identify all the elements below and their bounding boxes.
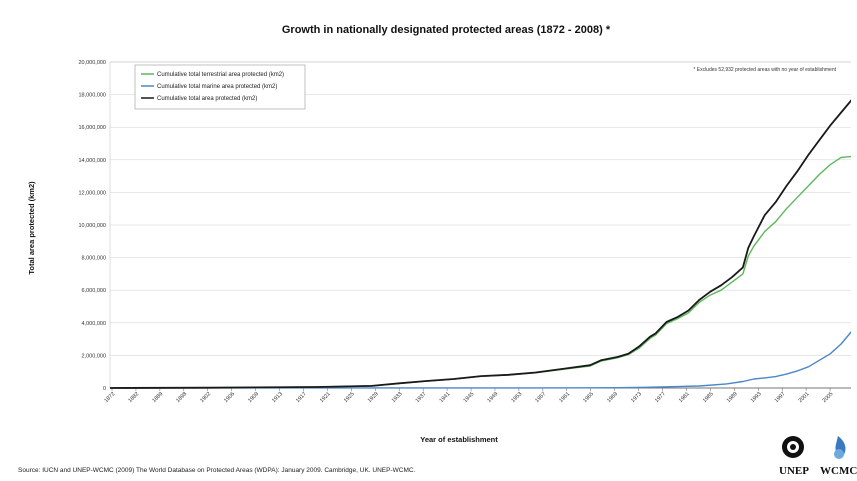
x-tick-label: 1929: [367, 391, 380, 404]
y-axis-title: Total area protected (km2): [27, 181, 36, 275]
chart-svg: Growth in nationally designated protecte…: [27, 24, 851, 444]
logos: UNEP WCMC: [779, 436, 857, 477]
wcmc-drop-icon: [834, 449, 844, 459]
series-line-marine: [109, 331, 851, 389]
x-tick-label: 1973: [630, 391, 643, 404]
x-tick-label: 1993: [750, 391, 763, 404]
chart-note: * Excludes 52,932 protected areas with n…: [693, 67, 836, 73]
x-tick-label: 1921: [319, 391, 332, 404]
x-ticks: 1872 1882 1889 1898 1902 1906 1909 1913 1917 1921…: [104, 387, 851, 404]
x-tick-label: 1981: [678, 391, 691, 404]
series-line-terrestrial: [109, 155, 851, 389]
y-tick-label: 6,000,000: [82, 288, 106, 294]
x-tick-label: 1882: [127, 391, 140, 404]
source-note: Source: IUCN and UNEP-WCMC (2009) The Wo…: [18, 467, 416, 474]
x-tick-label: 1957: [534, 391, 547, 404]
x-tick-label: 1949: [486, 391, 499, 404]
x-tick-label: 1977: [654, 391, 667, 404]
y-tick-label: 18,000,000: [78, 93, 106, 99]
legend-label-terrestrial: Cumulative total terrestrial area protec…: [157, 72, 284, 78]
x-tick-label: 1997: [774, 391, 787, 404]
legend-label-total: Cumulative total area protected (km2): [157, 96, 257, 102]
y-tick-label: 2,000,000: [82, 353, 106, 359]
series-lines: [109, 99, 851, 389]
unep-logo: UNEP: [779, 436, 809, 477]
x-tick-label: 1937: [415, 391, 428, 404]
x-tick-label: 1902: [199, 391, 212, 404]
x-tick-label: 1933: [391, 391, 404, 404]
x-tick-label: 1913: [271, 391, 284, 404]
x-tick-label: 1941: [439, 391, 452, 404]
y-ticks: 0 2,000,000 4,000,000 6,000,000 8,000,000 10,…: [78, 60, 106, 392]
y-tick-label: 0: [103, 386, 106, 392]
x-tick-label: 1961: [558, 391, 571, 404]
x-tick-label: 1872: [104, 391, 117, 404]
y-tick-label: 20,000,000: [78, 60, 106, 66]
y-tick-label: 8,000,000: [82, 256, 106, 262]
x-tick-label: 1898: [175, 391, 188, 404]
x-tick-label: 1969: [606, 391, 619, 404]
x-tick-label: 1909: [247, 391, 260, 404]
legend: Cumulative total terrestrial area protec…: [134, 64, 306, 110]
y-tick-label: 10,000,000: [78, 223, 106, 229]
x-axis-title: Year of establishment: [420, 435, 498, 444]
series-line-total: [109, 99, 851, 389]
x-tick-label: 1989: [726, 391, 739, 404]
unep-emblem-core: [790, 444, 796, 450]
grid: [110, 61, 851, 389]
y-tick-label: 14,000,000: [78, 158, 106, 164]
legend-box: [134, 64, 306, 110]
x-tick-label: 1925: [343, 391, 356, 404]
x-tick-label: 1965: [582, 391, 595, 404]
unep-logo-text: UNEP: [779, 465, 809, 477]
y-tick-label: 4,000,000: [82, 321, 106, 327]
y-tick-label: 16,000,000: [78, 125, 106, 131]
x-tick-label: 1889: [151, 391, 164, 404]
x-tick-label: 1917: [295, 391, 308, 404]
wcmc-logo: WCMC: [820, 436, 857, 477]
x-tick-label: 2001: [798, 391, 811, 404]
wcmc-logo-text: WCMC: [820, 465, 857, 477]
x-tick-label: 1985: [702, 391, 715, 404]
chart-title: Growth in nationally designated protecte…: [282, 24, 611, 36]
x-tick-label: 1906: [223, 391, 236, 404]
chart-frame: Growth in nationally designated protecte…: [6, 6, 857, 477]
legend-label-marine: Cumulative total marine area protected (…: [157, 84, 277, 90]
x-tick-label: 1953: [510, 391, 523, 404]
y-tick-label: 12,000,000: [78, 190, 106, 196]
x-tick-label: 2005: [822, 391, 835, 404]
x-tick-label: 1945: [463, 391, 476, 404]
